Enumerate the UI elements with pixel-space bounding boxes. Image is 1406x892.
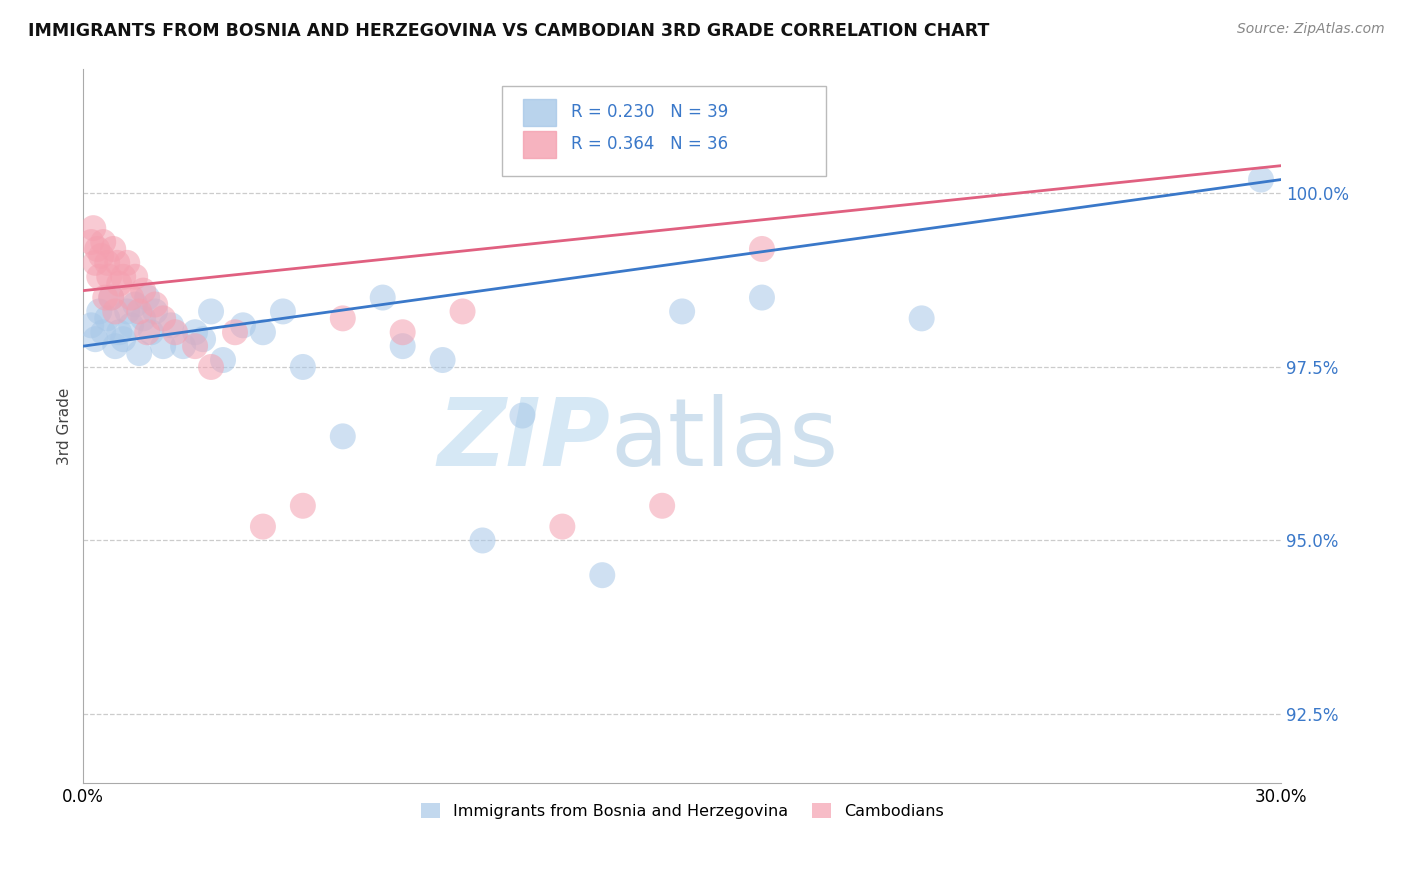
Point [591,568,613,582]
Point [100,291,122,305]
Point [120,318,142,333]
Text: R = 0.364   N = 36: R = 0.364 N = 36 [571,136,728,153]
FancyBboxPatch shape [502,87,825,176]
Point [432,353,454,368]
Point [80,235,103,249]
Point [136,325,159,339]
Point [391,339,413,353]
Point [98,269,121,284]
Point [120,291,142,305]
Point [115,256,138,270]
Point [128,304,150,318]
Point [141,325,163,339]
Point [105,256,128,270]
Point [104,304,127,318]
Point [172,339,194,353]
FancyBboxPatch shape [523,131,557,158]
Point [124,297,146,311]
Point [191,332,214,346]
Y-axis label: 3rd Grade: 3rd Grade [58,387,72,465]
Point [751,242,773,256]
Point [128,346,150,360]
Point [224,325,246,339]
Point [184,325,207,339]
Point [252,519,274,533]
Point [671,304,693,318]
Point [391,325,413,339]
FancyBboxPatch shape [523,98,557,126]
Point [89,304,111,318]
Text: R = 0.230   N = 39: R = 0.230 N = 39 [571,103,728,121]
Point [132,311,155,326]
Point [651,499,673,513]
Point [291,499,314,513]
Point [232,318,254,333]
Point [91,325,114,339]
Point [165,325,187,339]
Point [1250,172,1272,186]
Point [89,269,111,284]
Point [136,291,159,305]
Point [200,359,222,374]
Point [100,291,122,305]
Point [291,359,314,374]
Point [91,235,114,249]
Point [103,242,125,256]
Point [96,256,118,270]
Point [271,304,294,318]
Point [104,339,127,353]
Point [96,311,118,326]
Legend: Immigrants from Bosnia and Herzegovina, Cambodians: Immigrants from Bosnia and Herzegovina, … [415,797,950,825]
Point [252,325,274,339]
Point [751,291,773,305]
Point [143,297,166,311]
Point [184,339,207,353]
Point [84,332,107,346]
Point [371,291,394,305]
Point [115,304,138,318]
Point [108,277,131,291]
Point [152,311,174,326]
Point [200,304,222,318]
Point [332,311,354,326]
Point [112,269,135,284]
Point [84,256,107,270]
Point [332,429,354,443]
Text: IMMIGRANTS FROM BOSNIA AND HERZEGOVINA VS CAMBODIAN 3RD GRADE CORRELATION CHART: IMMIGRANTS FROM BOSNIA AND HERZEGOVINA V… [28,22,990,40]
Point [82,221,104,235]
Point [143,304,166,318]
Point [911,311,934,326]
Point [512,409,534,423]
Point [124,269,146,284]
Point [451,304,474,318]
Point [90,249,112,263]
Point [152,339,174,353]
Point [160,318,183,333]
Text: ZIP: ZIP [437,394,610,486]
Text: Source: ZipAtlas.com: Source: ZipAtlas.com [1237,22,1385,37]
Point [80,318,103,333]
Point [94,291,117,305]
Text: atlas: atlas [610,394,838,486]
Point [132,284,155,298]
Point [212,353,235,368]
Point [108,325,131,339]
Point [112,332,135,346]
Point [551,519,574,533]
Point [86,242,108,256]
Point [471,533,494,548]
